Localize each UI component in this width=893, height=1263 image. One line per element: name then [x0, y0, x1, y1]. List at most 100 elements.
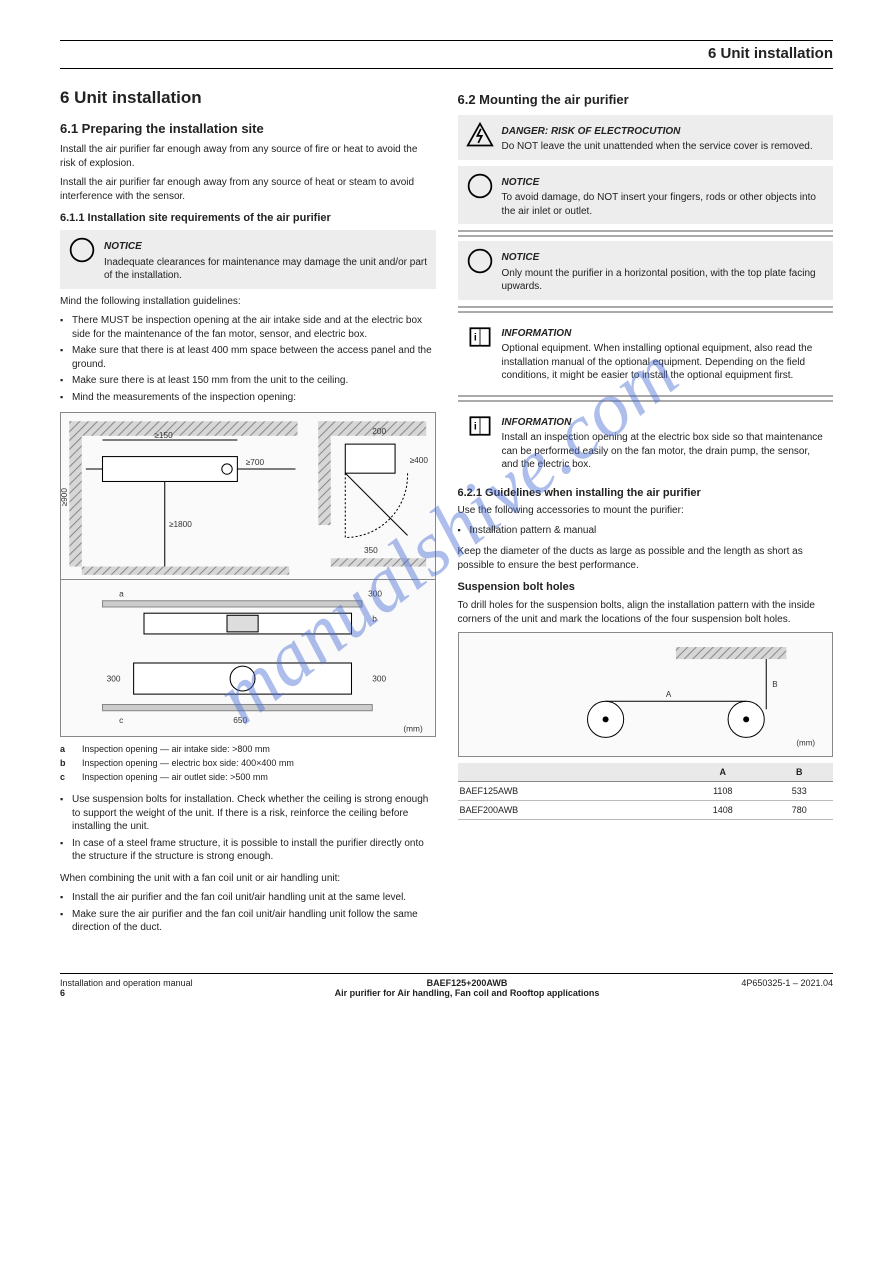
divider	[458, 230, 834, 232]
dim-a: a	[119, 589, 124, 599]
notice2-caption: NOTICE	[502, 251, 826, 265]
figure-6-1-lower-svg: a b 300 c 650 300 300 (mm)	[61, 579, 435, 736]
running-header: 6 Unit installation	[60, 45, 833, 68]
info1-body: Optional equipment. When installing opti…	[502, 342, 826, 383]
info2-text-wrap: INFORMATION Install an inspection openin…	[502, 412, 826, 472]
footer-docnum: 4P650325-1 – 2021.04	[741, 978, 833, 998]
dim-panel-open: ≥400	[410, 455, 429, 465]
manual-icon: i	[466, 323, 494, 356]
notice-fingers: NOTICE To avoid damage, do NOT insert yo…	[458, 166, 834, 225]
th-B: B	[765, 763, 833, 782]
list-item: In case of a steel frame structure, it i…	[60, 837, 436, 864]
right-column: 6.2 Mounting the air purifier DANGER: RI…	[458, 87, 834, 943]
heading-6-1-1: 6.1.1 Installation site requirements of …	[60, 211, 436, 226]
para-combo-intro: When combining the unit with a fan coil …	[60, 872, 436, 886]
dim-open: 650	[233, 716, 247, 726]
info-optional: i INFORMATION Optional equipment. When i…	[458, 317, 834, 389]
rule-under-header	[60, 68, 833, 69]
divider	[458, 235, 834, 237]
two-column-layout: 6 Unit installation 6.1 Preparing the in…	[60, 87, 833, 943]
list-item: Make sure that there is at least 400 mm …	[60, 344, 436, 371]
dim-B: B	[772, 680, 777, 689]
notice-icon	[466, 172, 494, 205]
info1-caption: INFORMATION	[502, 327, 826, 341]
legend-val-c: Inspection opening — air outlet side: >5…	[82, 771, 436, 783]
legend-row: c Inspection opening — air outlet side: …	[60, 771, 436, 783]
notice-icon	[68, 236, 96, 269]
td-b: 780	[765, 800, 833, 819]
dim-top300: 300	[368, 589, 382, 599]
danger-body: Do NOT leave the unit unattended when th…	[502, 140, 826, 154]
table-row: A B	[458, 763, 834, 782]
para-621-intro: Use the following accessories to mount t…	[458, 504, 834, 518]
dim-panel-below: 350	[364, 545, 378, 555]
left-column: 6 Unit installation 6.1 Preparing the in…	[60, 87, 436, 943]
list-item: Use suspension bolts for installation. C…	[60, 793, 436, 834]
info1-text-wrap: INFORMATION Optional equipment. When ins…	[502, 323, 826, 383]
legend-row: b Inspection opening — electric box side…	[60, 757, 436, 769]
heading-6-2-1: 6.2.1 Guidelines when installing the air…	[458, 486, 834, 501]
notice-body: Inadequate clearances for maintenance ma…	[104, 256, 428, 283]
dim-b: b	[372, 614, 377, 624]
footer-doc-type: Installation and operation manual	[60, 978, 193, 988]
page-footer: Installation and operation manual 6 BAEF…	[60, 973, 833, 998]
heading-6: 6 Unit installation	[60, 87, 436, 110]
legend-val-b: Inspection opening — electric box side: …	[82, 757, 436, 769]
list-item: Make sure there is at least 150 mm from …	[60, 374, 436, 388]
table-row: BAEF200AWB 1408 780	[458, 800, 834, 819]
th-A: A	[680, 763, 765, 782]
para-duct: Keep the diameter of the ducts as large …	[458, 545, 834, 572]
dim-A: A	[665, 690, 671, 699]
dim-right: ≥700	[246, 457, 265, 467]
legend-val-a: Inspection opening — air intake side: >8…	[82, 743, 436, 755]
notice-text-wrap: NOTICE Inadequate clearances for mainten…	[104, 236, 428, 283]
figure-6-2: B A (mm)	[458, 632, 834, 756]
combo-list: Install the air purifier and the fan coi…	[60, 891, 436, 935]
info2-caption: INFORMATION	[502, 416, 826, 430]
danger-caption: DANGER: RISK OF ELECTROCUTION	[502, 125, 826, 139]
heading-6-2: 6.2 Mounting the air purifier	[458, 91, 834, 109]
notice1-body: To avoid damage, do NOT insert your fing…	[502, 191, 826, 218]
figure-6-1-upper-svg: ≥150 ≥900 ≥700 ≥1800 200 ≥400 350	[61, 413, 435, 579]
dim-right300: 300	[372, 674, 386, 684]
info-inspection: i INFORMATION Install an inspection open…	[458, 406, 834, 478]
svg-text:i: i	[473, 420, 476, 432]
para-guidelines-intro: Mind the following installation guidelin…	[60, 295, 436, 309]
td-b: 533	[765, 781, 833, 800]
danger-box: DANGER: RISK OF ELECTROCUTION Do NOT lea…	[458, 115, 834, 160]
dimensions-table: A B BAEF125AWB 1108 533 BAEF200AWB 1408 …	[458, 763, 834, 820]
footer-left: Installation and operation manual 6	[60, 978, 193, 998]
manual-icon: i	[466, 412, 494, 445]
list-item: Installation pattern & manual	[458, 524, 834, 538]
electrocution-icon	[466, 121, 494, 154]
divider	[458, 311, 834, 313]
para-warning-steam: Install the air purifier far enough away…	[60, 176, 436, 203]
danger-text-wrap: DANGER: RISK OF ELECTROCUTION Do NOT lea…	[502, 121, 826, 154]
heading-suspension-holes: Suspension bolt holes	[458, 580, 834, 595]
para-holes: To drill holes for the suspension bolts,…	[458, 599, 834, 626]
notice-caption: NOTICE	[104, 240, 428, 254]
divider	[458, 306, 834, 308]
accessories-list: Installation pattern & manual	[458, 524, 834, 538]
heading-6-1: 6.1 Preparing the installation site	[60, 120, 436, 138]
divider	[458, 395, 834, 397]
dim-unit-mm: (mm)	[403, 724, 423, 734]
figure-6-1-legend: a Inspection opening — air intake side: …	[60, 743, 436, 783]
notice-icon	[466, 247, 494, 280]
dim-left: ≥900	[61, 488, 69, 507]
notice2-text-wrap: NOTICE Only mount the purifier in a hori…	[502, 247, 826, 294]
guidelines-list-2: Use suspension bolts for installation. C…	[60, 793, 436, 864]
dim-left300: 300	[107, 674, 121, 684]
td-a: 1108	[680, 781, 765, 800]
list-item: There MUST be inspection opening at the …	[60, 314, 436, 341]
dim-panel-top: 200	[372, 426, 386, 436]
page: manualshive.com 6 Unit installation 6 Un…	[0, 0, 893, 1028]
info2-body: Install an inspection opening at the ele…	[502, 431, 826, 472]
th-blank	[458, 763, 681, 782]
guidelines-list: There MUST be inspection opening at the …	[60, 314, 436, 404]
table-row: BAEF125AWB 1108 533	[458, 781, 834, 800]
list-item: Install the air purifier and the fan coi…	[60, 891, 436, 905]
svg-text:i: i	[473, 331, 476, 343]
divider	[458, 400, 834, 402]
dim-top: ≥150	[154, 430, 173, 440]
